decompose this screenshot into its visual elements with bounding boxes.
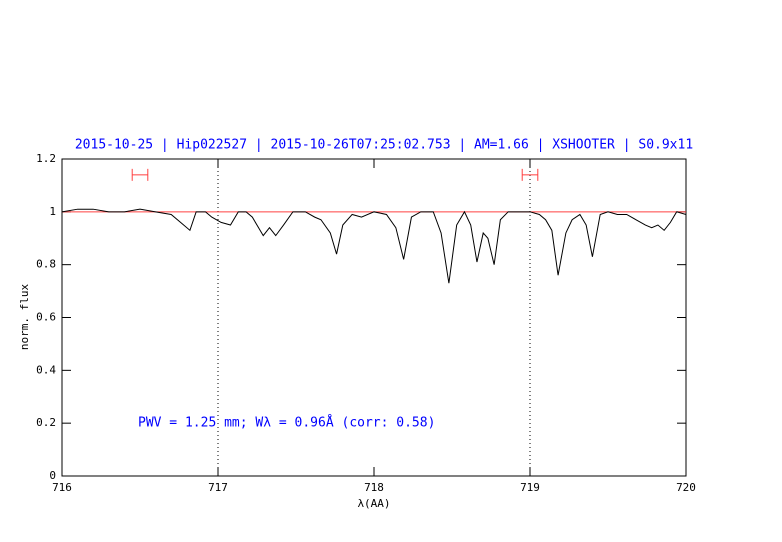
- y-tick-label: 1.2: [36, 152, 56, 165]
- x-axis-label: λ(AA): [357, 497, 390, 510]
- x-tick-label: 718: [364, 481, 384, 494]
- y-tick-label: 0.4: [36, 363, 56, 376]
- x-tick-label: 717: [208, 481, 228, 494]
- y-tick-label: 1: [49, 205, 56, 218]
- y-tick-label: 0.6: [36, 311, 56, 324]
- chart-title: 2015-10-25 | Hip022527 | 2015-10-26T07:2…: [75, 138, 693, 153]
- annotation: PWV = 1.25 mm; Wλ = 0.96Å (corr: 0.58): [138, 415, 435, 431]
- y-tick-label: 0.2: [36, 416, 56, 429]
- x-tick-label: 719: [520, 481, 540, 494]
- y-tick-label: 0.8: [36, 258, 56, 271]
- x-tick-label: 716: [52, 481, 72, 494]
- y-tick-label: 0: [49, 469, 56, 482]
- spectrum-line: [61, 208, 687, 284]
- x-tick-label: 720: [676, 481, 696, 494]
- y-axis-label: norm. flux: [18, 284, 31, 351]
